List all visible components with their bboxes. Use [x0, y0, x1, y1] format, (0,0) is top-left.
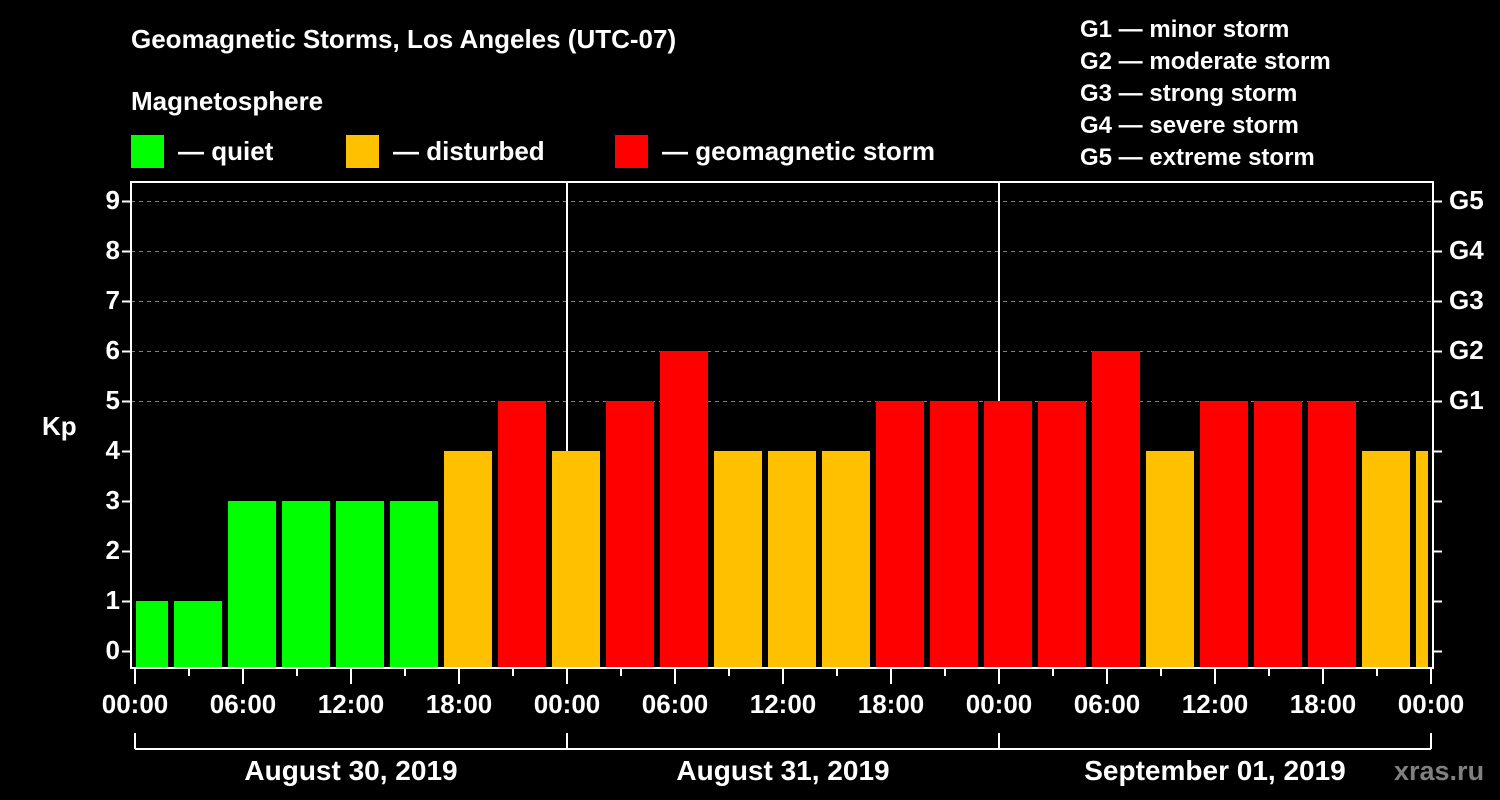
kp-bar [606, 401, 654, 667]
y-tick-label: 4 [105, 435, 120, 465]
kp-bar [1254, 401, 1302, 667]
x-tick-label: 18:00 [857, 689, 925, 719]
x-tick-label: 00:00 [1397, 689, 1465, 719]
g1-label: G1 — minor storm [1080, 16, 1290, 43]
legend-disturbed-label: — disturbed [393, 135, 545, 166]
legend-quiet-label: — quiet [178, 135, 274, 166]
y-tick-label: 1 [105, 585, 120, 615]
kp-bar [1092, 351, 1140, 667]
day-label: August 30, 2019 [244, 755, 458, 786]
kp-bar [498, 401, 546, 667]
watermark: xras.ru [1394, 756, 1485, 786]
x-tick-label: 00:00 [101, 689, 169, 719]
g3-label: G3 — strong storm [1080, 80, 1298, 107]
g4-label: G4 — severe storm [1080, 112, 1299, 139]
x-tick-label: 06:00 [209, 689, 277, 719]
kp-bar [282, 501, 330, 667]
g-scale-legend: G1 — minor storm G2 — moderate storm G3 … [1080, 14, 1331, 174]
quiet-swatch-icon [131, 134, 164, 168]
x-tick-label: 00:00 [965, 689, 1033, 719]
x-tick-label: 18:00 [425, 689, 493, 719]
y-axis-label: Kp [42, 411, 77, 441]
legend-quiet: — quiet [131, 134, 273, 168]
kp-bar [444, 451, 492, 667]
disturbed-swatch-icon [346, 134, 379, 168]
kp-bar [1416, 451, 1428, 667]
kp-bar [660, 351, 708, 667]
kp-bar [1308, 401, 1356, 667]
y-tick-label: 5 [105, 385, 120, 415]
g-tick-label: G4 [1449, 235, 1484, 265]
kp-bar [768, 451, 816, 667]
day-label: August 31, 2019 [676, 755, 890, 786]
storm-swatch-icon [615, 134, 648, 168]
g2-label: G2 — moderate storm [1080, 48, 1331, 75]
y-tick-label: 9 [105, 185, 120, 215]
g-tick-label: G1 [1449, 385, 1484, 415]
x-tick-label: 18:00 [1289, 689, 1357, 719]
y-tick-label: 8 [105, 235, 120, 265]
x-tick-label: 12:00 [317, 689, 385, 719]
x-tick-label: 12:00 [1181, 689, 1249, 719]
g5-label: G5 — extreme storm [1080, 144, 1315, 171]
y-tick-label: 0 [105, 635, 120, 665]
kp-bar [136, 601, 168, 667]
g-tick-label: G3 [1449, 285, 1484, 315]
kp-bar [1146, 451, 1194, 667]
kp-bar [336, 501, 384, 667]
y-tick-label: 6 [105, 335, 120, 365]
kp-bar [228, 501, 276, 667]
kp-bar [822, 451, 870, 667]
kp-bar [1200, 401, 1248, 667]
legend-disturbed: — disturbed [346, 134, 545, 168]
y-tick-label: 2 [105, 535, 120, 565]
legend-storm-label: — geomagnetic storm [662, 135, 936, 166]
x-tick-label: 06:00 [1073, 689, 1141, 719]
kp-bar [1362, 451, 1410, 667]
x-tick-label: 06:00 [641, 689, 709, 719]
day-label: September 01, 2019 [1084, 755, 1346, 786]
kp-bar [876, 401, 924, 667]
kp-bar [552, 451, 600, 667]
chart-subtitle: Magnetosphere [131, 86, 324, 116]
legend-storm: — geomagnetic storm [615, 134, 935, 168]
g-tick-label: G5 [1449, 185, 1484, 215]
y-tick-label: 7 [105, 285, 120, 315]
x-tick-label: 00:00 [533, 689, 601, 719]
chart-title: Geomagnetic Storms, Los Angeles (UTC-07) [131, 24, 677, 54]
kp-bar [984, 401, 1032, 667]
kp-bar [390, 501, 438, 667]
kp-bar [714, 451, 762, 667]
kp-bar [930, 401, 978, 667]
y-tick-label: 3 [105, 485, 120, 515]
kp-bar [1038, 401, 1086, 667]
g-tick-label: G2 [1449, 335, 1484, 365]
x-tick-label: 12:00 [749, 689, 817, 719]
kp-bar [174, 601, 222, 667]
